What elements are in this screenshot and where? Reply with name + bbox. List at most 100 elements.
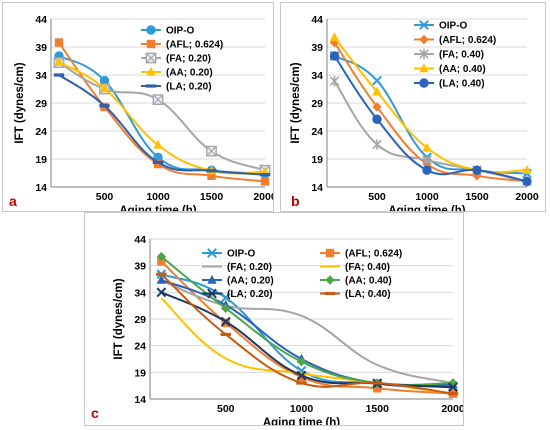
series-line-c-0 — [161, 273, 454, 388]
data-point-c-6-2 — [296, 370, 307, 381]
legend-marker-c-1 — [325, 248, 335, 258]
legend-item-a-3: (AA; 0.20) — [141, 66, 213, 79]
data-point-a-2-2 — [152, 94, 164, 106]
legend-label-b-4: (LA; 0.40) — [439, 79, 485, 90]
data-point-b-2-0 — [329, 75, 340, 87]
legend-marker-c-7 — [324, 291, 336, 296]
data-point-a-4-2 — [152, 160, 164, 164]
data-point-c-1-3 — [373, 384, 382, 393]
legend-marker-b-4 — [419, 78, 429, 88]
legend-label-c-4: (AA; 0.20) — [227, 276, 274, 287]
legend-label-a-0: OIP-O — [166, 26, 195, 37]
legend-label-c-1: (AFL; 0.624) — [345, 249, 402, 260]
legend-item-c-2: (FA; 0.20) — [202, 262, 272, 273]
legend-marker-b-3 — [419, 63, 429, 73]
series-c-5 — [156, 251, 458, 388]
data-point-b-4-4 — [522, 176, 532, 187]
data-point-a-3-0 — [54, 56, 64, 66]
x-tick-label-b-3: 1500 — [465, 191, 489, 203]
data-point-a-2-3 — [206, 145, 217, 157]
legend-label-c-5: (AA; 0.40) — [345, 276, 392, 287]
data-point-c-4-0 — [156, 274, 167, 284]
data-point-a-4-3 — [206, 169, 217, 173]
series-b-4 — [329, 51, 532, 187]
series-c-2 — [160, 279, 454, 384]
y-axis-label-a: IFT (dynes/cm) — [14, 62, 26, 143]
data-point-b-3-0 — [329, 32, 340, 42]
series-line-c-4 — [161, 279, 454, 388]
series-line-c-2 — [160, 279, 454, 384]
panel-label-c: c — [91, 405, 99, 421]
x-tick-label-a-1: 500 — [96, 191, 114, 203]
legend-item-c-3: (FA; 0.40) — [320, 262, 390, 273]
y-axis-label-b: IFT (dynes/cm) — [290, 62, 302, 143]
x-tick-label-c-2: 1000 — [290, 403, 314, 415]
data-point-a-4-0 — [53, 73, 65, 77]
data-point-c-1-0 — [157, 257, 166, 266]
legend-a: OIP-O (AFL; 0.624) (FA; 0.20) (AA; 0.20) (LA… — [141, 25, 223, 93]
legend-marker-c-0 — [207, 248, 217, 258]
x-tick-label-b-4: 2000 — [515, 191, 539, 203]
legend-label-a-1: (AFL; 0.624) — [166, 40, 223, 51]
series-a-4 — [53, 73, 271, 177]
legend-marker-c-5 — [325, 275, 335, 285]
data-point-b-4-0 — [329, 51, 340, 61]
y-tick-label-a-0: 14 — [35, 182, 47, 194]
y-tick-label-a-6: 44 — [35, 14, 47, 26]
legend-marker-a-4 — [145, 84, 157, 88]
x-tick-label-a-3: 1500 — [200, 191, 224, 203]
y-tick-label-a-1: 19 — [35, 154, 47, 166]
legend-marker-c-4 — [207, 274, 217, 284]
legend-label-c-7: (LA; 0.40) — [345, 289, 391, 300]
data-point-a-1-2 — [153, 159, 163, 169]
x-tick-label-a-2: 1000 — [146, 191, 170, 203]
x-axis-label-c: Aging time (h) — [263, 417, 340, 425]
legend-label-a-2: (FA; 0.20) — [166, 54, 211, 65]
legend-item-c-6: (LA; 0.20) — [202, 288, 273, 300]
y-tick-label-c-6: 44 — [134, 234, 146, 246]
y-tick-label-b-3: 29 — [311, 98, 323, 110]
chart-panel-a: 14 19 24 29 34 39 44 500 1000 1500 2000 Aging time … — [2, 2, 274, 212]
y-tick-label-b-6: 44 — [311, 14, 323, 26]
legend-item-b-2: (FA; 0.40) — [414, 48, 484, 61]
legend-label-c-3: (FA; 0.40) — [345, 262, 390, 273]
legend-marker-b-1 — [419, 34, 429, 45]
y-tick-label-c-5: 39 — [134, 261, 146, 273]
data-point-c-5-2 — [296, 356, 307, 367]
y-tick-label-b-1: 19 — [311, 154, 323, 166]
data-point-a-1-4 — [260, 177, 270, 186]
y-tick-label-c-4: 34 — [134, 287, 146, 299]
data-point-b-4-3 — [472, 165, 482, 175]
legend-item-c-4: (AA; 0.20) — [202, 274, 274, 287]
y-tick-label-a-5: 39 — [35, 42, 47, 54]
legend-label-c-2: (FA; 0.20) — [227, 262, 272, 273]
x-tick-label-c-1: 500 — [217, 403, 235, 415]
legend-marker-b-0 — [419, 20, 429, 30]
series-line-c-5 — [160, 255, 454, 386]
x-tick-label-b-2: 1000 — [415, 191, 439, 203]
y-tick-label-a-2: 24 — [35, 126, 47, 138]
y-tick-label-b-2: 24 — [311, 126, 323, 138]
series-c-7 — [156, 272, 459, 396]
legend-marker-c-6 — [207, 288, 217, 299]
data-point-a-4-4 — [259, 173, 271, 177]
data-point-b-0-1 — [372, 75, 382, 86]
data-point-b-4-2 — [422, 165, 432, 175]
data-point-c-7-0 — [156, 272, 167, 276]
data-point-c-7-1 — [220, 332, 231, 337]
legend-item-c-0: OIP-O — [202, 248, 256, 260]
legend-item-c-1: (AFL; 0.624) — [320, 249, 402, 260]
legend-item-a-2: (FA; 0.20) — [141, 52, 211, 65]
data-point-a-3-1 — [99, 83, 110, 93]
data-point-c-7-3 — [372, 381, 383, 385]
chart-panel-b: 14 19 24 29 34 39 44 500 1000 1500 2000 Aging time … — [280, 2, 546, 212]
y-tick-label-c-3: 29 — [134, 314, 146, 326]
y-axis-label-c: IFT (dynes/cm) — [113, 278, 125, 359]
data-point-b-4-1 — [372, 114, 382, 124]
x-tick-label-a-4: 2000 — [253, 191, 273, 203]
data-point-c-6-1 — [220, 316, 231, 327]
legend-label-c-6: (LA; 0.20) — [227, 289, 273, 300]
data-point-b-1-1 — [372, 102, 382, 112]
data-point-a-3-2 — [153, 139, 163, 149]
data-point-b-3-1 — [372, 86, 382, 96]
